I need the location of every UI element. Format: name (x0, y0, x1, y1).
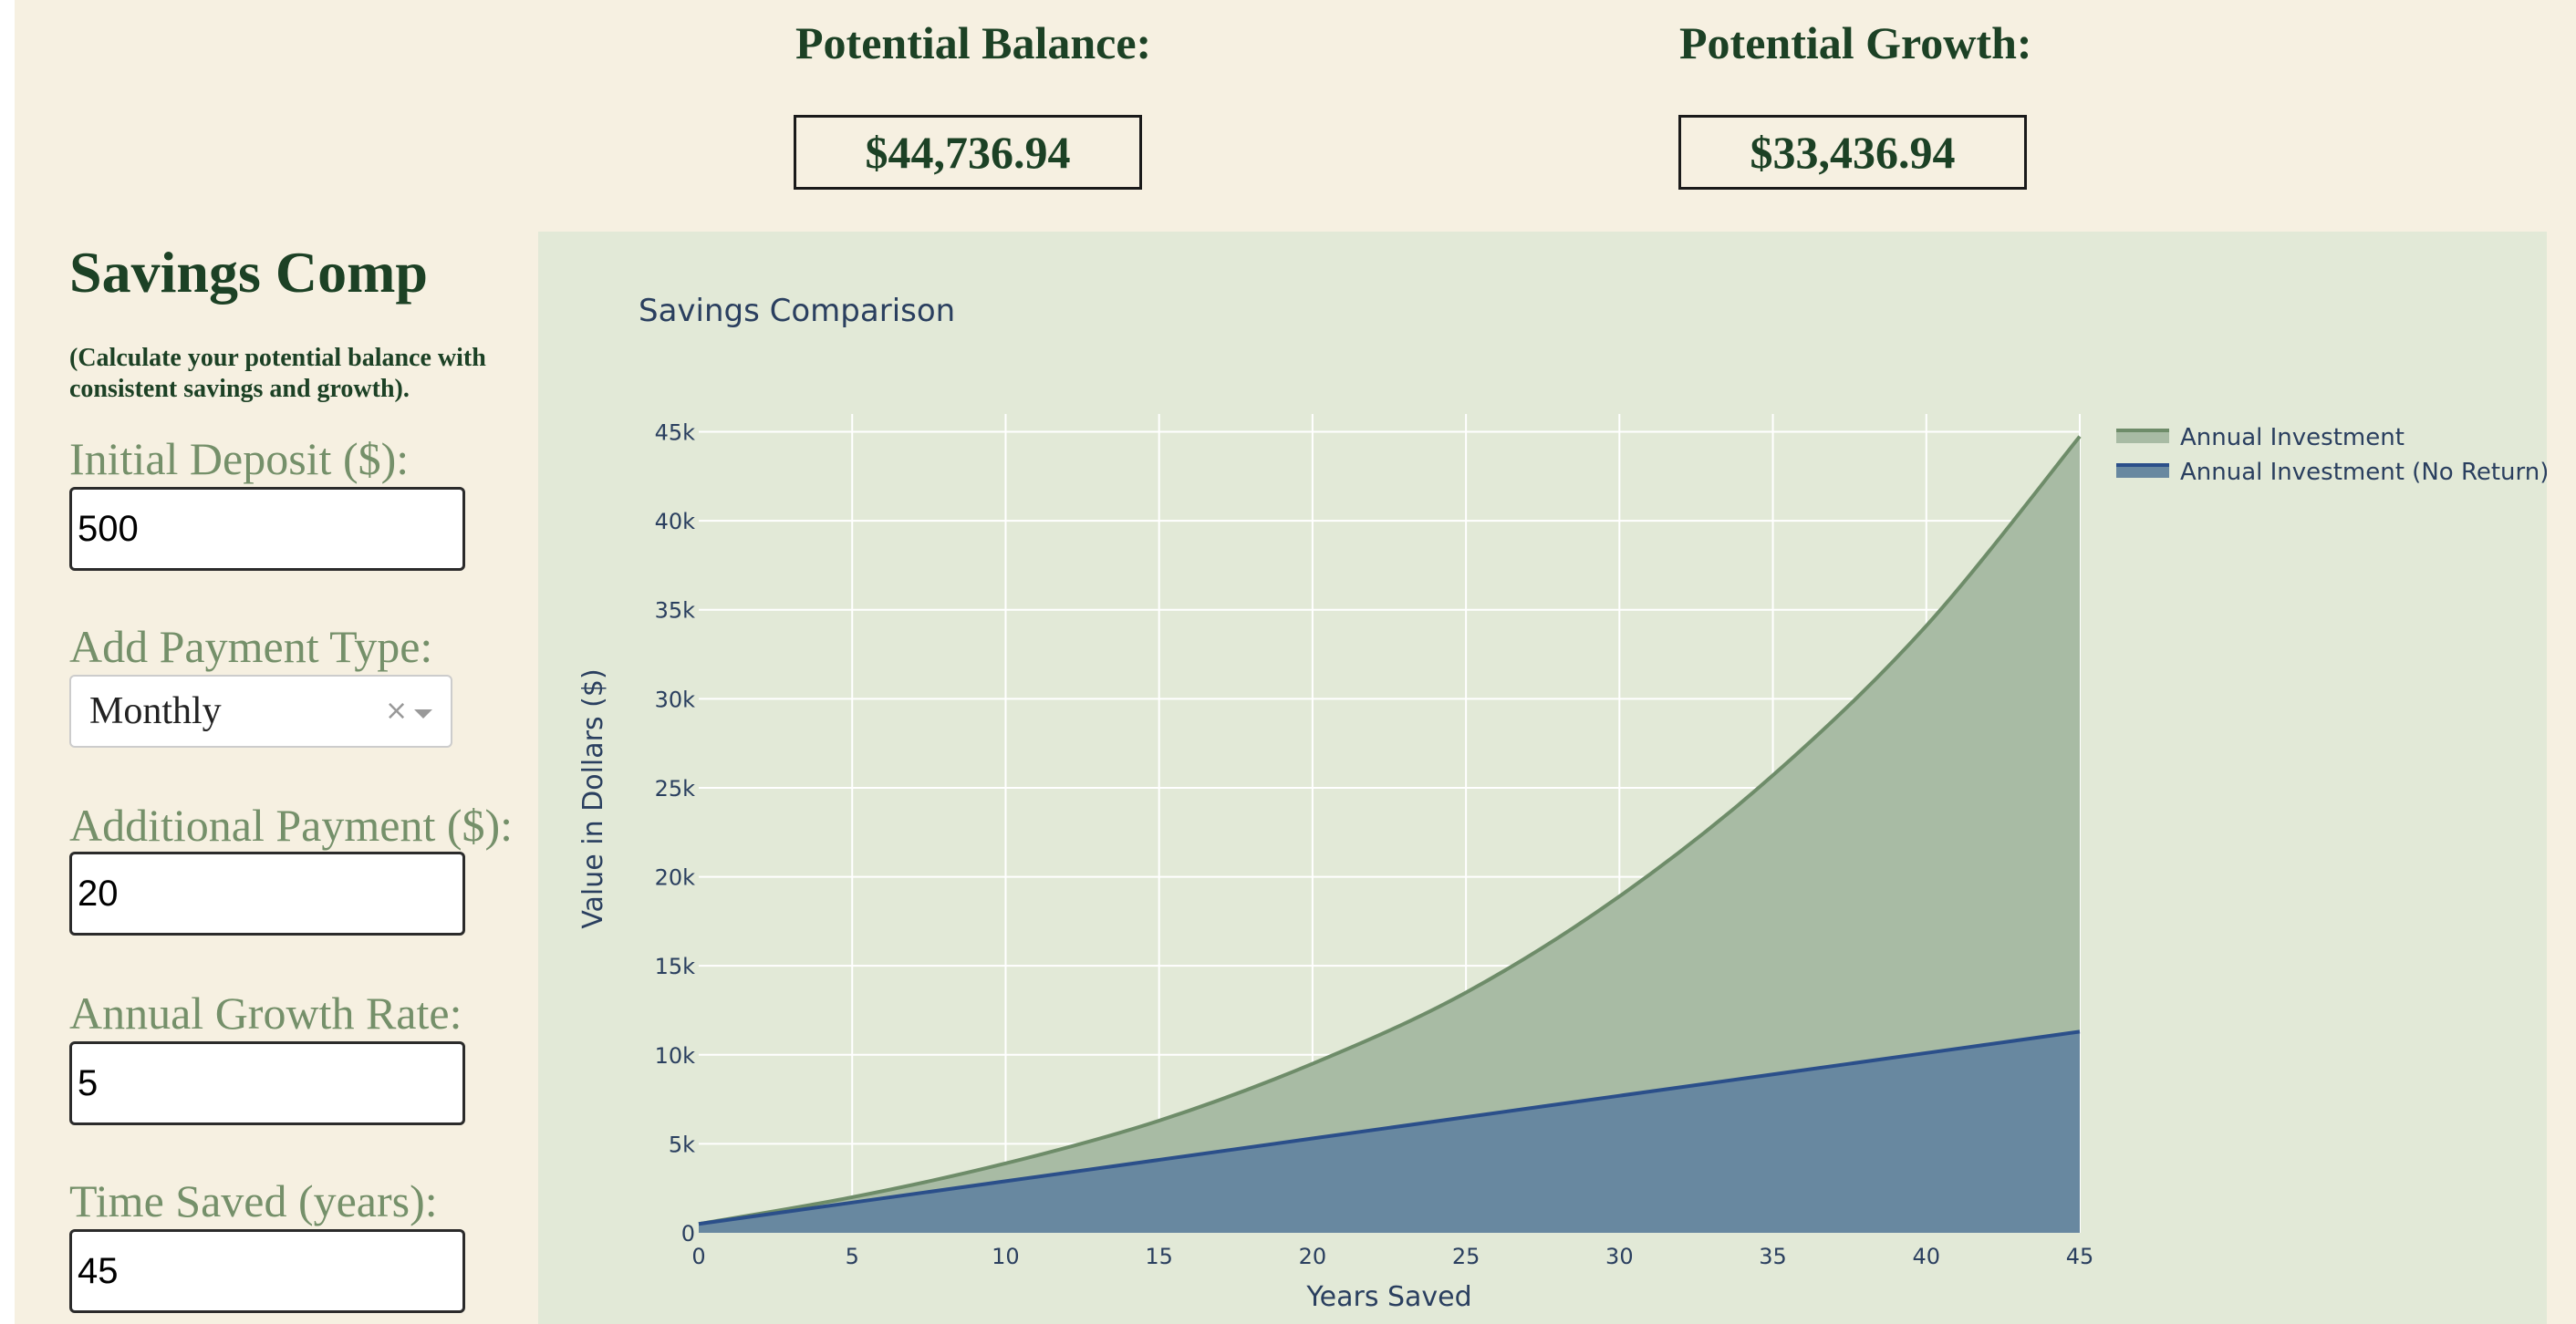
chart-areas (698, 435, 2082, 1234)
payment-type-value: Monthly (89, 690, 222, 732)
growth-rate-input[interactable] (69, 1041, 465, 1125)
additional-payment-label: Additional Payment ($): (69, 800, 514, 851)
x-axis-label: Years Saved (1305, 1281, 1471, 1313)
savings-chart: Savings Comparison 0 5 10 15 20 25 30 35 40 45 0 5… (577, 293, 2547, 1313)
payment-type-label: Add Payment Type: (69, 621, 433, 672)
chart-legend[interactable]: Annual Investment Annual Investment (No R… (2116, 424, 2547, 486)
y-tick-label: 10k (655, 1043, 696, 1069)
potential-growth-value: $33,436.94 (1678, 115, 2027, 190)
time-saved-input[interactable] (69, 1229, 465, 1313)
x-tick-label: 15 (1145, 1244, 1173, 1269)
legend-label: Annual Investment (No Return) (2180, 459, 2547, 486)
x-tick-label: 25 (1452, 1244, 1480, 1269)
x-tick-label: 10 (992, 1244, 1020, 1269)
sidebar-subtitle: (Calculate your potential balance with c… (69, 344, 486, 403)
payment-type-select[interactable]: Monthly × (69, 675, 452, 748)
clear-icon[interactable]: × (385, 695, 409, 727)
app-page: Potential Balance: $44,736.94 Potential … (15, 0, 2576, 1324)
y-axis-ticks: 0 5k 10k 15k 20k 25k 30k 35k 40k 45k (655, 420, 696, 1246)
x-tick-label: 20 (1299, 1244, 1327, 1269)
series-line-2 (698, 1029, 2081, 1226)
legend-swatch (2116, 465, 2169, 478)
y-tick-label: 40k (655, 509, 696, 534)
potential-growth-label: Potential Growth: (1679, 17, 2032, 68)
additional-payment-input[interactable] (69, 852, 465, 936)
y-tick-label: 25k (655, 776, 696, 802)
series-line-1 (698, 435, 2082, 1226)
x-tick-label: 30 (1605, 1244, 1634, 1269)
x-axis-ticks: 0 5 10 15 20 25 30 35 40 45 (691, 1244, 2093, 1269)
y-tick-label: 15k (655, 954, 696, 979)
legend-swatch (2116, 430, 2169, 443)
sidebar-title: Savings Comp (69, 240, 428, 305)
growth-rate-label: Annual Growth Rate: (69, 988, 462, 1039)
initial-deposit-input[interactable] (69, 487, 465, 571)
x-tick-label: 5 (846, 1244, 859, 1269)
chart-title: Savings Comparison (639, 293, 955, 329)
y-tick-label: 45k (655, 420, 696, 446)
series-area-2 (699, 1031, 2080, 1233)
y-tick-label: 35k (655, 598, 696, 624)
y-tick-label: 5k (669, 1132, 695, 1157)
time-saved-label: Time Saved (years): (69, 1175, 438, 1226)
x-tick-label: 40 (1913, 1244, 1941, 1269)
chevron-down-icon[interactable] (414, 709, 432, 719)
potential-balance-label: Potential Balance: (795, 17, 1152, 68)
chart-panel: Savings Comparison 0 5 10 15 20 25 30 35 40 45 0 5… (538, 232, 2547, 1324)
y-tick-label: 0 (681, 1221, 695, 1246)
legend-label: Annual Investment (2180, 424, 2405, 451)
x-tick-label: 45 (2066, 1244, 2094, 1269)
y-axis-label: Value in Dollars ($) (577, 668, 609, 928)
potential-balance-value: $44,736.94 (794, 115, 1142, 190)
x-tick-label: 0 (691, 1244, 705, 1269)
x-tick-label: 35 (1759, 1244, 1787, 1269)
y-tick-label: 30k (655, 687, 696, 712)
series-area-1 (699, 436, 2080, 1234)
y-tick-label: 20k (655, 865, 696, 891)
initial-deposit-label: Initial Deposit ($): (69, 433, 410, 484)
